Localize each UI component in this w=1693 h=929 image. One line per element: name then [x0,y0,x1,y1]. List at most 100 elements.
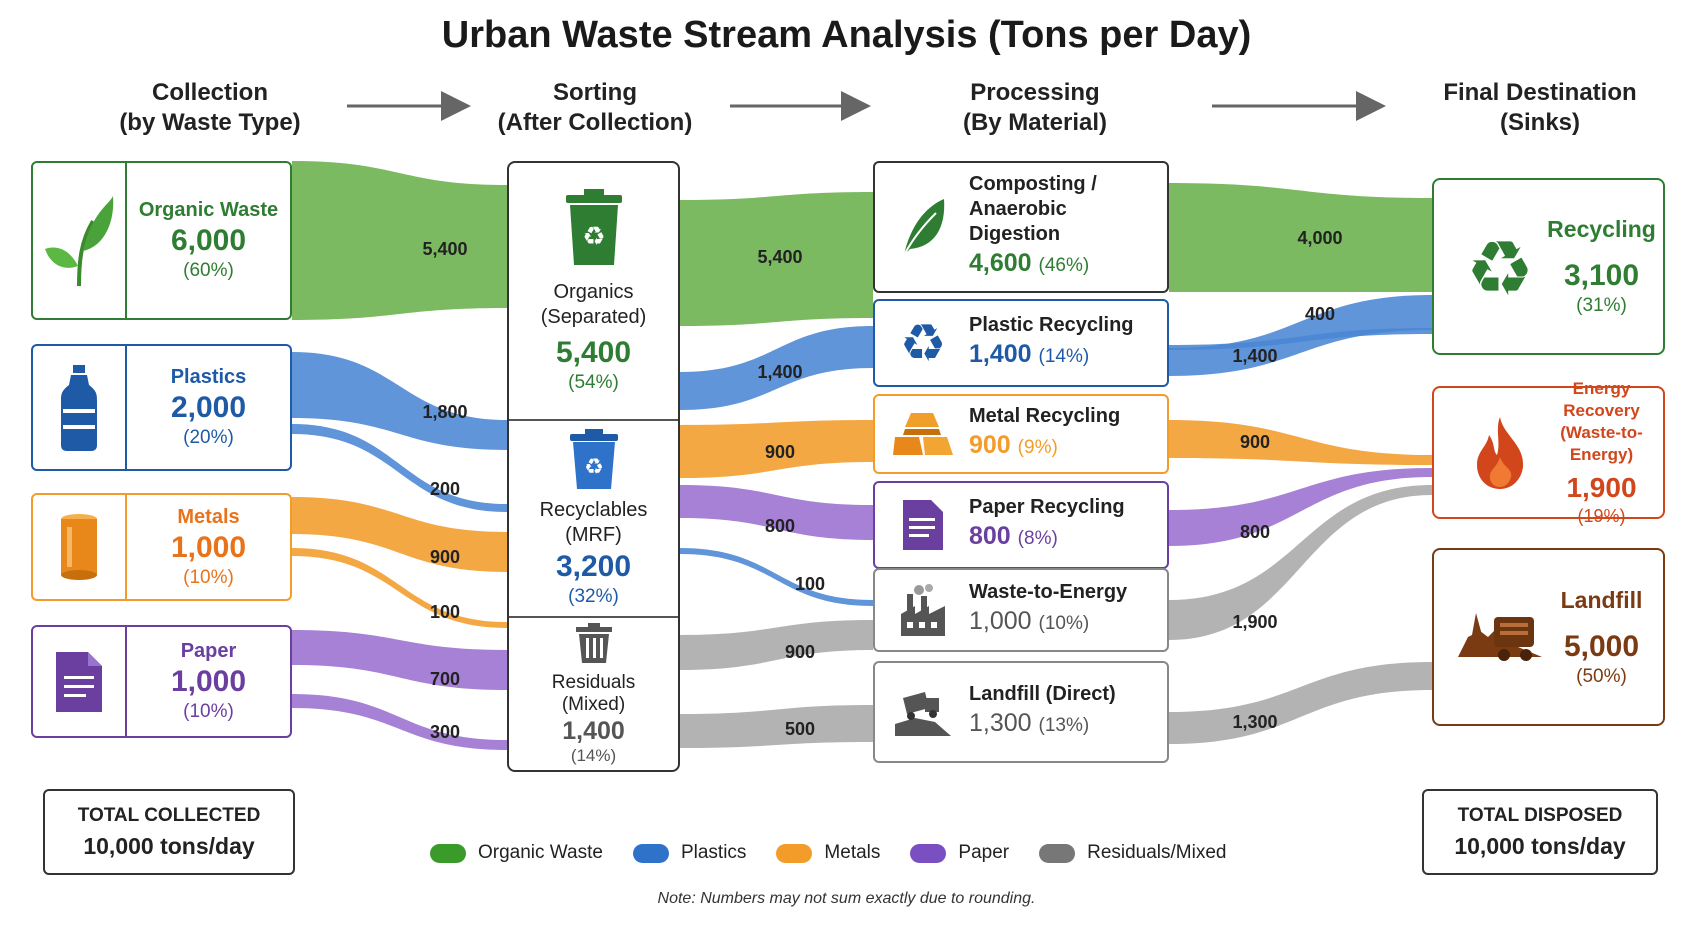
flow-band-metals [292,497,507,572]
flow-band-paper [292,630,507,690]
sink-percent: (31%) [1576,295,1627,316]
sorting-value: 5,400 [555,335,632,369]
flow-band-plastics [292,352,507,450]
process-label: Waste-to-Energy [969,581,1128,603]
flow-band-plastics [680,326,873,410]
process-paper-recycling: Paper Recycling 800 (8%) [873,481,1169,569]
source-percent: (20%) [183,427,234,448]
source-percent: (10%) [183,701,234,722]
process-value: 1,000 [969,607,1032,635]
flow-label: 500 [785,719,815,739]
legend-item-plastics: Plastics [632,842,746,864]
process-percent: (8%) [1017,528,1058,549]
process-percent: (14%) [1038,346,1090,367]
flow-label: 5,400 [422,239,467,259]
flow-label: 1,300 [1232,712,1277,732]
source-label: Plastics [170,366,247,388]
flow-label: 700 [430,669,460,689]
sorting-sublabel: (Mixed) [561,693,626,715]
process-label: Paper Recycling [969,496,1125,518]
flow-band-plastics [1169,295,1432,376]
process-label: Composting / [969,173,1097,195]
sorting-label: Residuals [551,671,636,693]
process-value: 1,400 [969,340,1032,368]
plant-icon [33,163,127,318]
dump-truck-icon [891,663,955,761]
legend-swatch [1039,843,1076,863]
source-value: 6,000 [170,224,247,257]
flow-label: 900 [785,642,815,662]
recycle-icon: ♻ [891,301,955,385]
process-landfill-direct: Landfill (Direct) 1,300 (13%) [873,661,1169,763]
svg-text:♻: ♻ [584,455,604,480]
flow-label: 1,400 [1232,346,1277,366]
flow-band-residual [680,705,873,748]
sorting-percent: (14%) [570,745,617,765]
sink-value: 5,000 [1563,629,1640,663]
process-composting: Composting / Anaerobic Digestion 4,600 (… [873,161,1169,293]
process-value: 4,600 [969,249,1032,277]
paper-icon [891,483,955,567]
green-bin-icon: ♻ [564,188,624,270]
flow-band-residual [1169,485,1432,640]
total-collected-value: 10,000 tons/day [83,832,255,859]
flow-label: 900 [765,442,795,462]
sorting-label: Recyclables [539,499,648,521]
process-percent: (10%) [1038,613,1090,634]
flow-label: 1,800 [422,402,467,422]
flow-label: 800 [765,516,795,536]
svg-text:♻: ♻ [900,317,947,369]
document-icon [33,627,127,736]
sorting-sublabel: (MRF) [565,524,622,546]
factory-icon [891,570,955,650]
leaf-icon [891,163,955,291]
sorting-recyclables: ♻ Recyclables (MRF) 3,200 (32%) [509,421,678,618]
total-collected-box: TOTAL COLLECTED 10,000 tons/day [43,789,295,875]
sink-percent: (50%) [1576,665,1627,687]
flow-band-metals [680,420,873,478]
process-percent: (13%) [1038,715,1090,736]
process-sublabel: Anaerobic Digestion [969,198,1067,245]
total-disposed-value: 10,000 tons/day [1454,832,1626,859]
source-label: Paper [180,640,237,662]
flow-label: 400 [1305,304,1335,324]
legend-swatch [632,843,669,863]
process-value: 800 [969,522,1011,550]
flow-label: 300 [430,722,460,742]
legend-item-residuals: Residuals/Mixed [1039,842,1227,864]
total-collected-label: TOTAL COLLECTED [77,804,261,826]
trash-can-icon [574,622,614,668]
source-value: 2,000 [170,391,247,424]
legend-item-paper: Paper [910,842,1009,864]
sorting-value: 3,200 [555,550,632,583]
source-paper: Paper 1,000 (10%) [31,625,292,738]
flow-label: 200 [430,479,460,499]
flow-band-organic [1169,183,1432,292]
process-label: Plastic Recycling [969,314,1134,336]
sink-label: Recycling [1547,216,1656,242]
legend-item-metals: Metals [776,842,880,864]
legend: Organic Waste Plastics Metals Paper Resi… [430,842,1257,864]
process-value: 900 [969,431,1011,459]
sink-label: Energy Recovery [1563,379,1640,420]
gold-bars-icon [891,396,955,472]
flow-label: 900 [1240,432,1270,452]
flame-icon [1450,388,1550,517]
process-label: Metal Recycling [969,405,1121,427]
flow-label: 900 [430,547,460,567]
process-percent: (9%) [1017,437,1058,458]
footnote: Note: Numbers may not sum exactly due to… [657,890,1036,907]
flow-label: 1,900 [1232,612,1277,632]
process-metal-recycling: Metal Recycling 900 (9%) [873,394,1169,474]
source-value: 1,000 [170,665,247,698]
bottle-icon [33,346,127,469]
source-organic-waste: Organic Waste 6,000 (60%) [31,161,292,320]
flow-band-organic [292,161,507,320]
blue-bin-icon: ♻ [568,429,620,494]
total-disposed-label: TOTAL DISPOSED [1457,804,1623,826]
flow-band-organic [680,192,873,326]
sorting-sublabel: (Separated) [540,305,647,328]
flow-band-plastics [292,424,507,512]
page-title: Urban Waste Stream Analysis (Tons per Da… [441,14,1252,56]
